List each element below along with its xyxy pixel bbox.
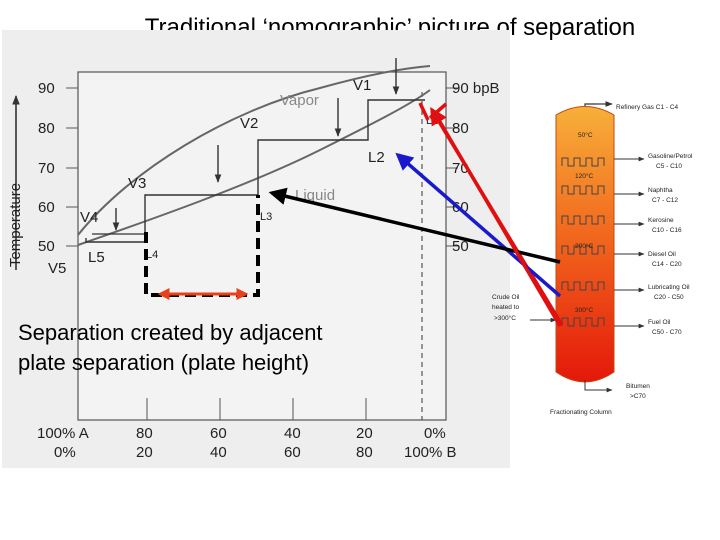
vapor-point: V4 bbox=[80, 209, 98, 226]
left-tick: 90 bbox=[38, 80, 55, 97]
vapor-point-labels: V1 V2 V3 V4 V5 bbox=[48, 77, 371, 277]
left-tick: 70 bbox=[38, 160, 55, 177]
caption-line: Separation created by adjacent bbox=[18, 320, 323, 345]
vapor-point: V3 bbox=[128, 175, 146, 192]
liquid-point: L5 bbox=[88, 249, 105, 266]
column-temp: 200°C bbox=[575, 242, 593, 250]
right-tick: 50 bbox=[452, 238, 469, 255]
vapor-curve bbox=[77, 65, 431, 236]
column-body bbox=[555, 106, 615, 383]
left-tick: 50 bbox=[38, 238, 55, 255]
right-ticks: 90 bpB 80 70 60 50 bbox=[446, 80, 500, 255]
red-arrow-tail bbox=[428, 102, 448, 120]
x-label: 20 bbox=[136, 444, 153, 461]
x-label-b: 100% B bbox=[404, 444, 457, 461]
caption: Separation created by adjacent plate sep… bbox=[18, 318, 438, 378]
product-name: Naphtha bbox=[648, 187, 673, 194]
bitumen-sub: >C70 bbox=[630, 393, 646, 400]
red-arrow-second bbox=[434, 114, 562, 327]
left-tick: 80 bbox=[38, 120, 55, 137]
vapor-point: V1 bbox=[353, 77, 371, 94]
product-sub: C20 - C50 bbox=[654, 294, 684, 301]
product-sub: C5 - C10 bbox=[656, 163, 682, 170]
right-tick: 80 bbox=[452, 120, 469, 137]
feed-label: Crude Oil bbox=[492, 294, 520, 301]
product-name: Gasoline/Petrol bbox=[648, 153, 693, 160]
product-name: Fuel Oil bbox=[648, 319, 671, 326]
blue-arrow-to-l2 bbox=[395, 152, 562, 298]
product-sub: C14 - C20 bbox=[652, 261, 682, 268]
x-label: 20 bbox=[356, 425, 373, 442]
liquid-point: L3 bbox=[260, 211, 272, 223]
product-sub: C7 - C12 bbox=[652, 197, 678, 204]
y-axis-label: Temperature bbox=[7, 183, 24, 267]
x-label-a: 100% A bbox=[37, 425, 89, 442]
product-name: Lubricating Oil bbox=[648, 284, 690, 291]
product-name: Kerosine bbox=[648, 217, 674, 224]
x-label: 80 bbox=[356, 444, 373, 461]
liquid-point: L4 bbox=[146, 249, 158, 261]
fractionating-column: 50°C 120°C 200°C 300°C Refinery Gas C1 -… bbox=[492, 101, 693, 416]
vapor-point: V5 bbox=[48, 260, 66, 277]
vapor-point: V2 bbox=[240, 115, 258, 132]
left-tick: 60 bbox=[38, 199, 55, 216]
x-label: 60 bbox=[284, 444, 301, 461]
x-label: 40 bbox=[284, 425, 301, 442]
plot-frame bbox=[77, 71, 447, 421]
column-temp: 120°C bbox=[575, 172, 593, 180]
vapor-label: Vapor bbox=[280, 92, 319, 109]
column-temp: 300°C bbox=[575, 306, 593, 314]
black-arrow-to-l3 bbox=[268, 187, 561, 264]
right-tick: 90 bpB bbox=[452, 80, 500, 97]
column-temp: 50°C bbox=[578, 131, 593, 139]
x-ticks bbox=[77, 398, 367, 420]
x-label: 60 bbox=[210, 425, 227, 442]
x-label: 40 bbox=[210, 444, 227, 461]
product-sub: C10 - C16 bbox=[652, 227, 682, 234]
liquid-point: L2 bbox=[368, 149, 385, 166]
column-title: Fractionating Column bbox=[550, 409, 612, 416]
liquid-curve bbox=[77, 89, 431, 246]
feed-label: >300°C bbox=[494, 314, 516, 322]
x-label: 0% bbox=[54, 444, 76, 461]
product-name: Diesel Oil bbox=[648, 251, 676, 258]
feed-label: heated to bbox=[492, 304, 519, 311]
x-axis-labels: 100% A 80 60 40 20 0% 0% 20 40 60 80 100… bbox=[37, 425, 457, 461]
bitumen-name: Bitumen bbox=[626, 383, 650, 390]
x-label: 80 bbox=[136, 425, 153, 442]
product-name: Refinery Gas C1 - C4 bbox=[616, 104, 679, 111]
left-ticks: 90 80 70 60 50 bbox=[38, 80, 78, 255]
liquid-point-labels: L1 L2 L3 L4 L5 bbox=[88, 115, 438, 266]
x-label: 0% bbox=[424, 425, 446, 442]
caption-line: plate separation (plate height) bbox=[18, 350, 310, 375]
product-sub: C50 - C70 bbox=[652, 329, 682, 336]
